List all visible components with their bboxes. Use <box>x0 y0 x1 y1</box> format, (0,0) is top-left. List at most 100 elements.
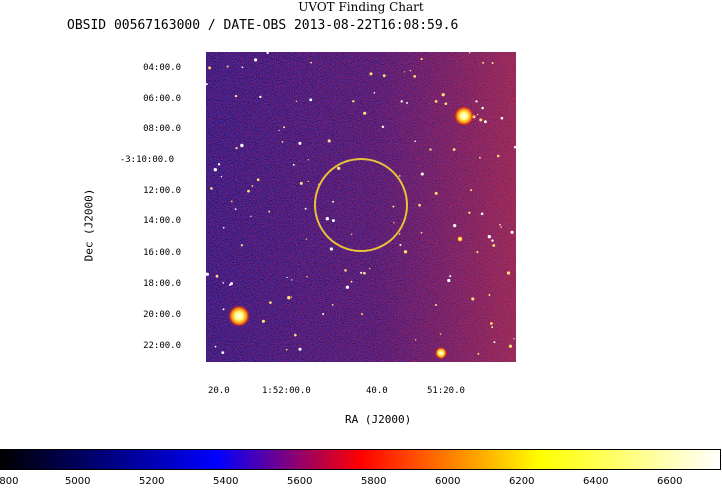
faint-star <box>506 271 511 275</box>
faint-star <box>434 191 438 195</box>
faint-star <box>449 275 452 278</box>
faint-star <box>468 52 471 54</box>
faint-star <box>221 351 225 354</box>
faint-star <box>414 339 417 341</box>
faint-star <box>361 313 363 316</box>
faint-star <box>268 210 271 213</box>
faint-star <box>292 163 295 166</box>
faint-star <box>256 178 260 182</box>
dec-tick: 08:00.0 <box>143 124 181 134</box>
dec-tick: 16:00.0 <box>143 248 181 258</box>
faint-star <box>491 239 494 242</box>
faint-star <box>214 345 217 348</box>
faint-star <box>477 352 480 355</box>
faint-star <box>251 185 254 187</box>
faint-star <box>254 58 258 62</box>
faint-star <box>350 280 353 283</box>
dec-tick: 12:00.0 <box>143 186 181 196</box>
faint-star <box>409 69 412 72</box>
faint-star <box>482 61 485 64</box>
faint-star <box>210 187 213 190</box>
faint-star <box>496 154 500 158</box>
faint-star <box>278 129 280 132</box>
faint-star <box>381 125 385 129</box>
faint-star <box>399 243 402 246</box>
faint-star <box>434 100 438 103</box>
faint-star <box>393 222 395 224</box>
faint-star <box>406 101 408 104</box>
faint-star <box>392 205 395 208</box>
colorbar-tick: 6400 <box>583 476 609 487</box>
faint-star <box>363 111 367 115</box>
faint-star <box>291 279 293 281</box>
faint-star <box>331 304 334 306</box>
faint-star <box>217 163 221 166</box>
faint-star <box>206 272 209 276</box>
faint-star <box>490 322 493 325</box>
faint-star <box>513 146 516 149</box>
faint-star <box>337 166 341 171</box>
faint-star <box>373 92 376 94</box>
faint-star <box>471 297 475 301</box>
chart-subtitle: OBSID 00567163000 / DATE-OBS 2013-08-22T… <box>67 18 459 33</box>
faint-star <box>261 319 265 323</box>
colorbar-tick: 5600 <box>287 476 313 487</box>
dec-tick: 14:00.0 <box>143 216 181 226</box>
faint-star <box>329 247 333 251</box>
faint-star <box>491 61 494 65</box>
faint-star <box>304 207 307 210</box>
faint-star <box>281 140 284 143</box>
faint-star <box>488 294 491 296</box>
faint-star <box>290 296 293 298</box>
faint-star <box>499 224 501 226</box>
colorbar <box>0 449 721 470</box>
faint-star <box>452 148 456 151</box>
faint-star <box>369 72 373 76</box>
dec-tick: 18:00.0 <box>143 279 181 289</box>
faint-star <box>363 271 366 275</box>
colorbar-tick: 5200 <box>139 476 165 487</box>
faint-star <box>493 341 496 344</box>
faint-star <box>240 244 243 247</box>
dec-tick: 22:00.0 <box>143 341 181 351</box>
faint-star <box>480 212 484 216</box>
faint-star <box>414 140 417 143</box>
faint-star <box>230 200 233 203</box>
faint-star <box>295 100 298 103</box>
ra-tick: 1:52:00.0 <box>262 386 311 396</box>
faint-star <box>306 275 308 278</box>
faint-star <box>307 180 309 183</box>
faint-star <box>229 283 232 286</box>
faint-star <box>510 230 514 234</box>
bright-star <box>228 305 250 327</box>
faint-star <box>434 303 438 307</box>
faint-star <box>476 113 479 116</box>
dec-tick: 06:00.0 <box>143 94 181 104</box>
faint-star <box>487 235 491 239</box>
faint-star <box>513 338 515 340</box>
dec-axis-label: Dec (J2000) <box>82 188 96 262</box>
faint-star <box>350 233 353 235</box>
faint-star <box>352 100 355 103</box>
faint-star <box>327 139 331 143</box>
faint-star <box>439 333 442 335</box>
sky-gradient <box>206 52 516 362</box>
faint-star <box>382 74 386 78</box>
faint-star <box>478 156 481 159</box>
sky-image <box>206 52 516 362</box>
faint-star <box>479 118 483 122</box>
faint-star <box>235 147 238 150</box>
colorbar-tick: 4800 <box>0 476 19 487</box>
faint-star <box>398 175 401 177</box>
faint-star <box>222 308 225 311</box>
colorbar-gradient <box>0 449 721 470</box>
faint-star <box>283 126 286 129</box>
faint-star <box>310 61 312 64</box>
faint-star <box>325 217 329 221</box>
faint-star <box>241 66 244 69</box>
faint-star <box>492 244 496 247</box>
faint-stars <box>206 52 516 359</box>
faint-star <box>309 98 313 102</box>
faint-star <box>285 348 288 351</box>
faint-star <box>269 301 272 304</box>
